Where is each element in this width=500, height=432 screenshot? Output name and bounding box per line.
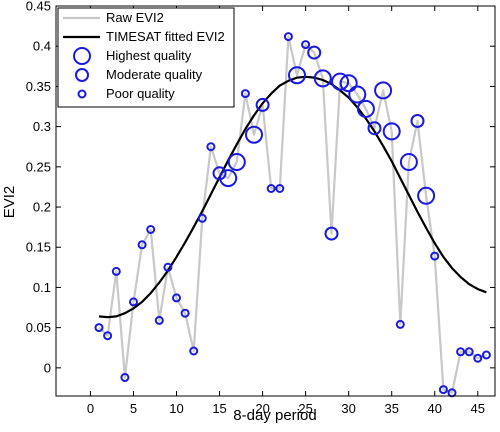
y-tick-label: 0.05 [26, 320, 51, 335]
data-point-poor [206, 142, 216, 152]
data-point-highest [399, 153, 418, 171]
x-tick-label: 25 [298, 401, 312, 416]
y-tick-label: 0.1 [33, 280, 51, 295]
legend-poor-label: Poor quality [106, 86, 175, 101]
x-tick-label: 40 [428, 401, 442, 416]
x-tick-label: 35 [384, 401, 398, 416]
data-point-poor [430, 251, 440, 261]
plot-layer [94, 32, 491, 398]
data-point-poor [189, 346, 199, 356]
y-tick-label: 0.35 [26, 79, 51, 94]
data-point-highest [374, 81, 393, 100]
data-point-poor [154, 315, 164, 325]
data-point-poor [473, 353, 483, 363]
y-tick-label: 0.4 [33, 39, 51, 54]
data-point-poor [283, 32, 293, 42]
data-point-highest [227, 153, 246, 171]
data-point-highest [356, 99, 375, 118]
data-point-poor [103, 331, 113, 341]
legend-highest-label: Highest quality [106, 48, 192, 63]
data-point-poor [137, 240, 147, 250]
raw-evi2-line [98, 35, 487, 394]
data-point-moderate [410, 114, 425, 128]
y-tick-label: 0.25 [26, 159, 51, 174]
data-point-highest [288, 66, 306, 85]
legend: Raw EVI2 TIMESAT fitted EVI2 Highest qua… [57, 7, 235, 108]
fitted-evi2-line [98, 75, 487, 319]
x-tick-label: 5 [130, 401, 137, 416]
data-point-poor [197, 213, 207, 223]
data-point-highest [219, 169, 238, 188]
legend-raw-label: Raw EVI2 [106, 10, 164, 25]
data-point-moderate [255, 97, 270, 112]
data-point-highest [382, 122, 401, 141]
data-point-poor [163, 262, 173, 272]
x-axis-title: 8-day period [233, 407, 316, 424]
data-point-poor [146, 225, 156, 234]
data-point-poor [481, 350, 491, 360]
data-point-poor [129, 297, 138, 307]
data-point-highest [417, 186, 436, 205]
x-tick-label: 45 [471, 401, 485, 416]
data-point-poor [301, 40, 311, 50]
y-tick-label: 0 [44, 360, 51, 375]
x-tick-label: 30 [341, 401, 355, 416]
data-point-poor [120, 373, 130, 382]
y-tick-label: 0.2 [33, 200, 51, 215]
data-point-moderate [324, 226, 339, 241]
x-tick-label: 0 [87, 401, 94, 416]
data-point-highest [331, 72, 350, 91]
legend-box [57, 7, 235, 108]
legend-moderate-marker [75, 68, 89, 82]
data-point-highest [348, 85, 367, 104]
data-point-poor [180, 308, 190, 318]
axis-layer: 0 5 10 15 20 25 30 35 40 45 0 0.05 0.1 0.15 0.2 0.25 0.3… [26, 0, 496, 416]
data-point-poor [94, 323, 104, 333]
data-point-highest [245, 125, 263, 144]
legend-highest-marker [73, 47, 91, 65]
plot-frame [55, 5, 496, 397]
data-point-highest [313, 69, 332, 88]
data-point-poor [275, 184, 285, 193]
x-tick-label: 15 [212, 401, 226, 416]
data-point-poor [395, 319, 405, 329]
data-point-poor [438, 385, 448, 395]
data-point-poor [266, 184, 276, 193]
data-point-poor [456, 347, 466, 357]
data-point-poor [111, 266, 121, 276]
y-tick-label: 0.15 [26, 240, 51, 255]
y-tick-label: 0.45 [26, 0, 51, 14]
data-point-poor [464, 347, 474, 357]
x-tick-label: 20 [255, 401, 269, 416]
legend-poor-marker [77, 89, 87, 99]
legend-moderate-label: Moderate quality [106, 67, 203, 82]
legend-fitted-label: TIMESAT fitted EVI2 [106, 29, 225, 44]
x-tick-label: 10 [169, 401, 183, 416]
data-point-poor [240, 89, 250, 99]
data-point-highest [339, 74, 358, 93]
data-point-moderate [367, 121, 382, 136]
y-axis-title: EVI2 [1, 186, 18, 219]
y-tick-label: 0.3 [33, 119, 51, 134]
data-point-moderate [307, 45, 322, 60]
data-point-poor [172, 293, 181, 303]
